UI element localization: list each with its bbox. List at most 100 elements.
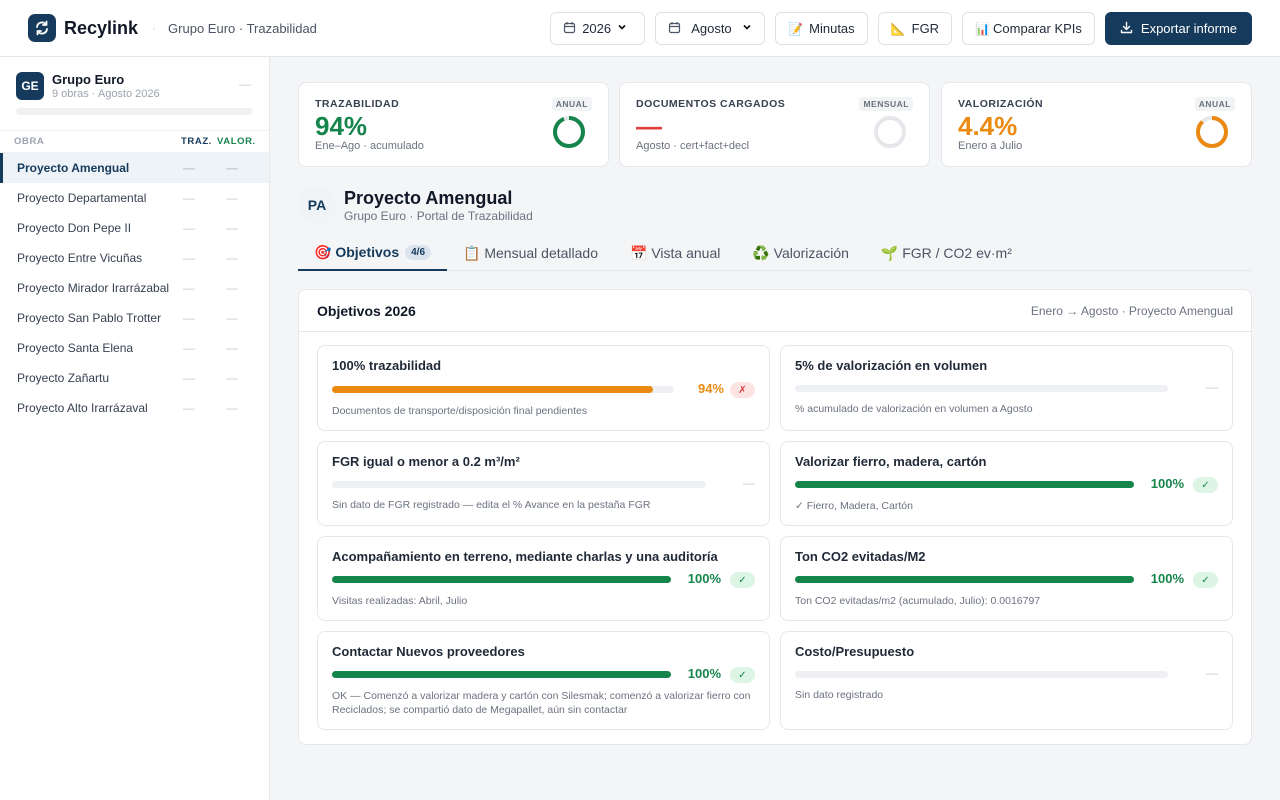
- cross-status-icon: ✗: [730, 382, 755, 398]
- obra-valor-value: —: [226, 281, 238, 295]
- objective-note: Ton CO2 evitadas/m2 (acumulado, Julio): …: [795, 595, 1041, 607]
- tab-label: 🌱 FGR / CO2 ev·m²: [880, 245, 1012, 261]
- sidebar-obra-item[interactable]: Proyecto Zañartu — —: [0, 363, 269, 393]
- objective-note: Sin dato de FGR registrado — edita el % …: [332, 499, 651, 511]
- obra-name: Proyecto Mirador Irarrázabal: [17, 281, 170, 295]
- objective-title: Acompañamiento en terreno, mediante char…: [332, 549, 718, 564]
- objective-percent: 94%: [697, 381, 724, 396]
- sidebar-obra-item[interactable]: Proyecto Departamental — —: [0, 183, 269, 213]
- kpi-value: 4.4%: [958, 111, 1018, 141]
- ruler-icon: 📐: [890, 21, 906, 36]
- obra-valor-value: —: [226, 371, 238, 385]
- org-progress-bar: [16, 108, 253, 115]
- tab-label: 📅 Vista anual: [630, 245, 721, 261]
- check-status-icon: ✓: [1193, 572, 1218, 588]
- obra-traz-value: —: [183, 371, 195, 385]
- brand[interactable]: Recylink: [28, 14, 138, 42]
- recycle-logo-icon: [28, 14, 56, 42]
- kpi-subtitle: Ene–Ago · acumulado: [315, 140, 424, 152]
- objective-card[interactable]: Contactar Nuevos proveedores 100% ✓ OK — Co…: [317, 631, 770, 730]
- obra-traz-value: —: [183, 161, 195, 175]
- objective-progress-fill: [332, 386, 654, 393]
- objectives-title: Objetivos 2026: [317, 303, 416, 319]
- obra-name: Proyecto Don Pepe II: [17, 221, 132, 235]
- sidebar-obra-item[interactable]: Proyecto Don Pepe II — —: [0, 213, 269, 243]
- kpi-subtitle: Agosto · cert+fact+decl: [636, 140, 750, 152]
- obra-name: Proyecto Santa Elena: [17, 341, 134, 355]
- obra-traz-value: —: [183, 191, 195, 205]
- objective-note: Visitas realizadas: Abril, Julio: [332, 595, 468, 607]
- obra-traz-value: —: [183, 401, 195, 415]
- sidebar-obra-item[interactable]: Proyecto San Pablo Trotter — —: [0, 303, 269, 333]
- objective-note: Documentos de transporte/disposición fin…: [332, 405, 588, 417]
- sidebar-obra-item[interactable]: Proyecto Entre Vicuñas — —: [0, 243, 269, 273]
- obra-traz-value: —: [183, 221, 195, 235]
- export-report-button[interactable]: Exportar informe: [1104, 12, 1252, 45]
- compare-kpis-button[interactable]: 📊 Comparar KPIs: [962, 12, 1095, 45]
- kpi-subtitle: Enero a Julio: [958, 140, 1023, 152]
- obra-valor-value: —: [226, 251, 238, 265]
- sidebar-obra-item[interactable]: Proyecto Alto Irarrázaval — —: [0, 393, 269, 423]
- objective-progress-fill: [332, 671, 671, 678]
- tab-label: ♻️ Valorización: [752, 245, 849, 261]
- obra-traz-value: —: [183, 341, 195, 355]
- project-tabs: 🎯 Objetivos 4/6 📋 Mensual detallado 📅 Vista…: [298, 236, 1252, 271]
- objective-progress-track: [795, 385, 1168, 392]
- objective-title: 100% trazabilidad: [332, 358, 442, 373]
- fgr-button[interactable]: 📐 FGR: [877, 12, 953, 45]
- objective-empty-value: —: [743, 476, 755, 490]
- export-report-label: Exportar informe: [1140, 21, 1237, 36]
- objective-card[interactable]: Costo/Presupuesto — Sin dato registrado: [780, 631, 1233, 730]
- objective-title: FGR igual o menor a 0.2 m³/m²: [332, 454, 520, 469]
- column-obra: OBRA: [14, 136, 45, 147]
- tab-item[interactable]: 📅 Vista anual: [614, 236, 736, 271]
- kpi-value: 94%: [315, 111, 368, 141]
- sidebar-obra-item[interactable]: Proyecto Santa Elena — —: [0, 333, 269, 363]
- brand-name: Recylink: [64, 17, 139, 38]
- header-subtitle: Grupo Euro · Trazabilidad: [168, 20, 317, 36]
- objective-progress-track: [332, 481, 706, 488]
- kpi-card: VALORIZACIÓN ANUAL 4.4% Enero a Julio: [941, 82, 1252, 167]
- objective-card[interactable]: FGR igual o menor a 0.2 m³/m² — Sin dato d…: [317, 441, 770, 526]
- tab-count-badge: 4/6: [405, 245, 432, 260]
- top-bar: Recylink · Grupo Euro · Trazabilidad 202…: [0, 0, 1280, 57]
- tab-item[interactable]: ♻️ Valorización: [736, 236, 865, 271]
- objective-title: 5% de valorización en volumen: [795, 358, 988, 373]
- project-title: Proyecto Amengual: [344, 188, 513, 208]
- compare-kpis-label: Comparar KPIs: [993, 21, 1082, 36]
- project-subtitle: Grupo Euro · Portal de Trazabilidad: [344, 209, 533, 223]
- objective-progress-fill: [332, 576, 671, 583]
- minutas-button[interactable]: 📝 Minutas: [775, 12, 868, 45]
- sidebar-obra-item[interactable]: Proyecto Amengual — —: [0, 153, 269, 183]
- tab-item[interactable]: 📋 Mensual detallado: [447, 236, 614, 271]
- objective-card[interactable]: Ton CO2 evitadas/M2 100% ✓ Ton CO2 evitadas…: [780, 536, 1233, 621]
- obra-traz-value: —: [183, 251, 195, 265]
- obra-valor-value: —: [226, 401, 238, 415]
- brand-separator: ·: [152, 21, 157, 35]
- objective-percent: 100%: [1150, 476, 1184, 491]
- kpi-period-tag: ANUAL: [551, 97, 592, 111]
- objectives-panel-header: Objetivos 2026 Enero → Agosto · Proyecto…: [299, 290, 1251, 332]
- objective-card[interactable]: Acompañamiento en terreno, mediante char…: [317, 536, 770, 621]
- org-value: —: [239, 77, 251, 91]
- objective-progress-track: [332, 576, 671, 583]
- fgr-label: FGR: [911, 21, 940, 36]
- tab-item[interactable]: 🌱 FGR / CO2 ev·m²: [865, 236, 1028, 271]
- column-traz: TRAZ.: [181, 136, 212, 147]
- obra-valor-value: —: [226, 191, 238, 205]
- org-name: Grupo Euro: [52, 72, 125, 87]
- sidebar-obra-item[interactable]: Proyecto Mirador Irarrázabal — —: [0, 273, 269, 303]
- org-summary[interactable]: GE Grupo Euro 9 obras · Agosto 2026 —: [0, 57, 269, 131]
- column-valor: VALOR.: [217, 136, 256, 147]
- objective-card[interactable]: 5% de valorización en volumen — % acumulad…: [780, 345, 1233, 431]
- kpi-ring-gauge: [874, 116, 906, 148]
- tab-item[interactable]: 🎯 Objetivos 4/6: [298, 236, 448, 271]
- objective-card[interactable]: Valorizar fierro, madera, cartón 100% ✓ ✓ F…: [780, 441, 1233, 526]
- objective-card[interactable]: 100% trazabilidad 94% ✗ Documentos de trans…: [317, 345, 770, 431]
- year-select[interactable]: 2026: [550, 12, 646, 45]
- sidebar: GE Grupo Euro 9 obras · Agosto 2026 — OB…: [0, 57, 270, 800]
- org-avatar: GE: [16, 72, 44, 100]
- org-meta: 9 obras · Agosto 2026: [52, 88, 160, 100]
- month-select[interactable]: Agosto: [655, 12, 766, 45]
- download-icon: [1120, 21, 1133, 37]
